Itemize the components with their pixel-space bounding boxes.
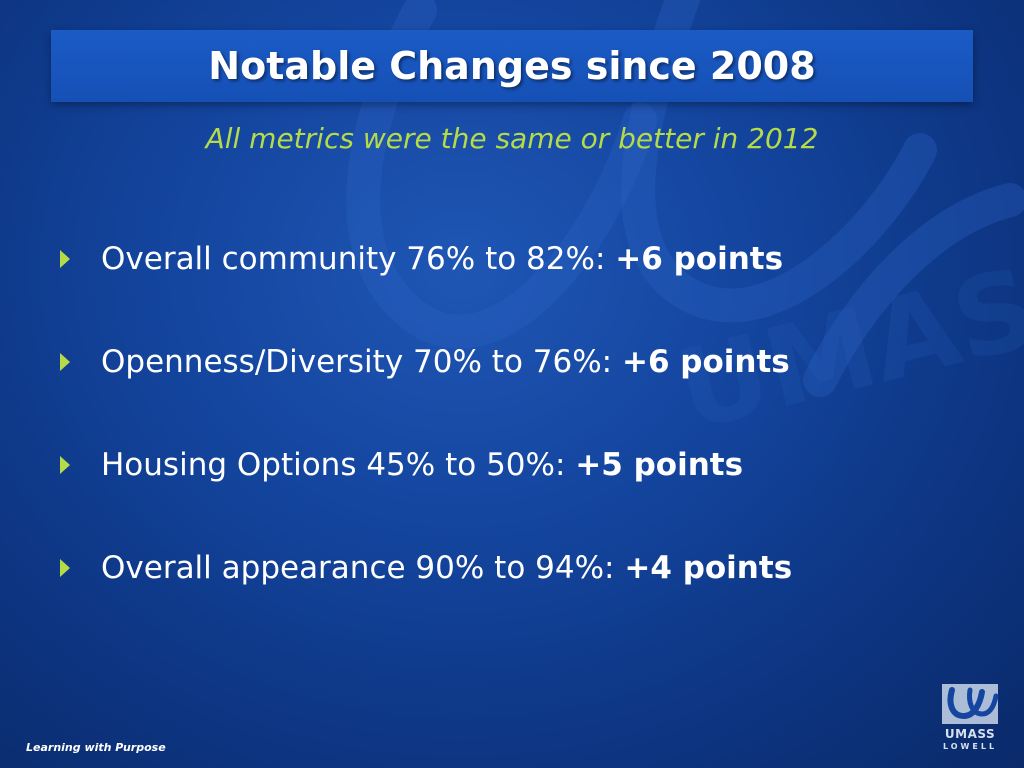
footer-tagline: Learning with Purpose [26,741,166,754]
bullet-arrow-icon [60,554,78,582]
bullet-arrow-icon [60,348,78,376]
bullet-text: Housing Options 45% to 50%: +5 points [101,447,743,483]
bullet-item-appearance: Overall appearance 90% to 94%: +4 points [60,545,1000,591]
bullet-label: Housing Options 45% to 50%: [101,447,576,483]
bullet-points: +4 points [624,550,793,586]
bullet-label: Overall appearance 90% to 94%: [101,550,625,586]
slide-title: Notable Changes since 2008 [208,44,816,88]
bullet-arrow-icon [60,451,78,479]
bullet-item-housing: Housing Options 45% to 50%: +5 points [60,442,1000,488]
slide-subtitle: All metrics were the same or better in 2… [205,122,819,155]
bullet-label: Openness/Diversity 70% to 76%: [101,344,622,380]
bullet-label: Overall community 76% to 82%: [101,241,616,277]
bullet-item-community: Overall community 76% to 82%: +6 points [60,236,1000,282]
umass-lowell-logo-icon [942,684,999,724]
bullet-text: Overall appearance 90% to 94%: +4 points [101,550,792,586]
title-bar: Notable Changes since 2008 [51,30,973,102]
bullet-list: Overall community 76% to 82%: +6 points … [60,236,1000,648]
bullet-points: +5 points [575,447,744,483]
bullet-text: Overall community 76% to 82%: +6 points [101,241,783,277]
bullet-text: Openness/Diversity 70% to 76%: +6 points [101,344,790,380]
logo-text-lowell: LOWELL [942,742,998,751]
bullet-points: +6 points [621,344,790,380]
bullet-item-openness: Openness/Diversity 70% to 76%: +6 points [60,339,1000,385]
bullet-arrow-icon [60,245,78,273]
bullet-points: +6 points [615,241,784,277]
logo-text-umass: UMASS [944,727,996,741]
